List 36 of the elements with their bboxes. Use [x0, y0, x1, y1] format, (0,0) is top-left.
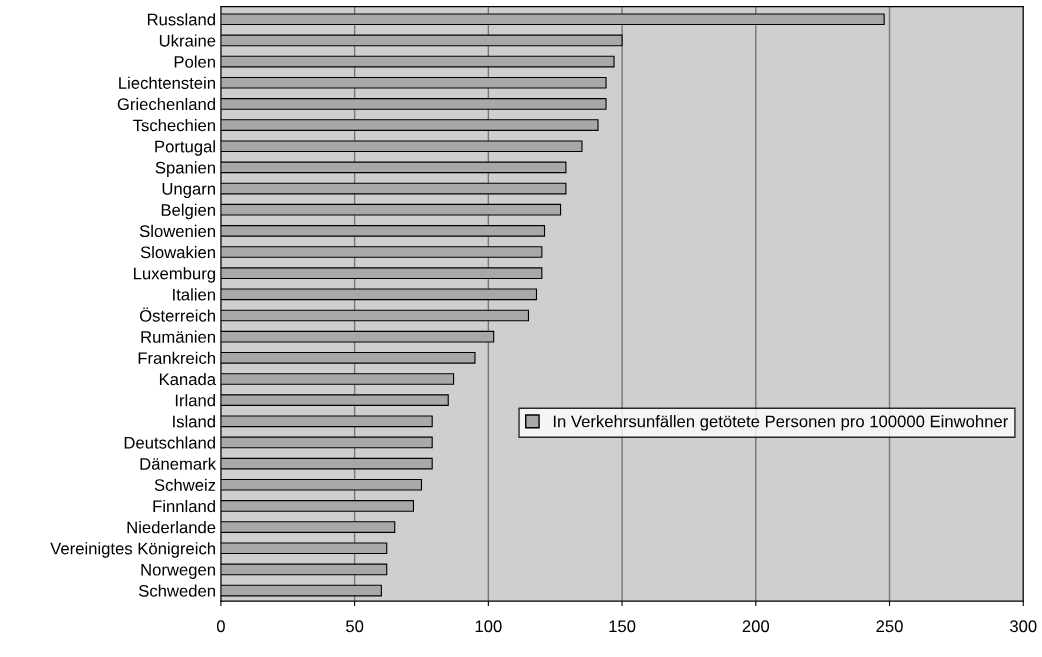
y-tick-label: Slowakien — [140, 245, 215, 259]
y-tick-label: Norwegen — [141, 563, 215, 579]
y-tick-label: Russland — [147, 13, 215, 26]
legend-label: In Verkehrsunfällen getötete Personen pro 100000 Einwohner — [553, 415, 1008, 431]
y-tick-label: Polen — [174, 55, 215, 68]
y-tick-label: Island — [173, 415, 215, 428]
y-tick-label: Niederlande — [127, 521, 216, 534]
x-tick-label: 300 — [1009, 620, 1037, 633]
x-tick-label: 150 — [609, 620, 636, 633]
y-tick-label: Schweden — [138, 584, 215, 597]
x-tick-label: 250 — [876, 620, 903, 633]
x-tick-label: 50 — [346, 620, 364, 633]
y-tick-label: Portugal — [155, 140, 215, 156]
x-tick-label: 200 — [742, 620, 770, 633]
y-tick-label: Belgien — [161, 203, 215, 220]
x-tick-label: 100 — [475, 620, 502, 633]
y-tick-label: Liechtenstein — [119, 76, 215, 89]
y-tick-label: Italien — [173, 288, 215, 301]
y-tick-label: Irland — [175, 394, 215, 407]
y-tick-label: Österreich — [139, 307, 215, 322]
y-tick-label: Luxemburg — [134, 267, 215, 283]
y-tick-label: Tschechien — [133, 119, 215, 132]
x-tick-label: 0 — [216, 620, 225, 633]
y-tick-label: Rumänien — [141, 330, 215, 343]
y-tick-label: Griechenland — [117, 97, 215, 111]
y-tick-label: Finnland — [153, 499, 215, 513]
y-tick-label: Kanada — [159, 372, 217, 386]
y-tick-label: Slowenien — [139, 224, 215, 238]
y-tick-label: Schweiz — [154, 478, 216, 491]
y-tick-label: Deutschland — [124, 436, 215, 449]
y-tick-label: Ukraine — [159, 34, 216, 47]
y-tick-label: Ungarn — [162, 183, 215, 199]
y-tick-label: Dänemark — [140, 457, 217, 470]
y-tick-label: Vereinigtes Königreich — [50, 542, 215, 558]
y-tick-label: Spanien — [155, 161, 215, 177]
y-tick-label: Frankreich — [138, 351, 215, 365]
